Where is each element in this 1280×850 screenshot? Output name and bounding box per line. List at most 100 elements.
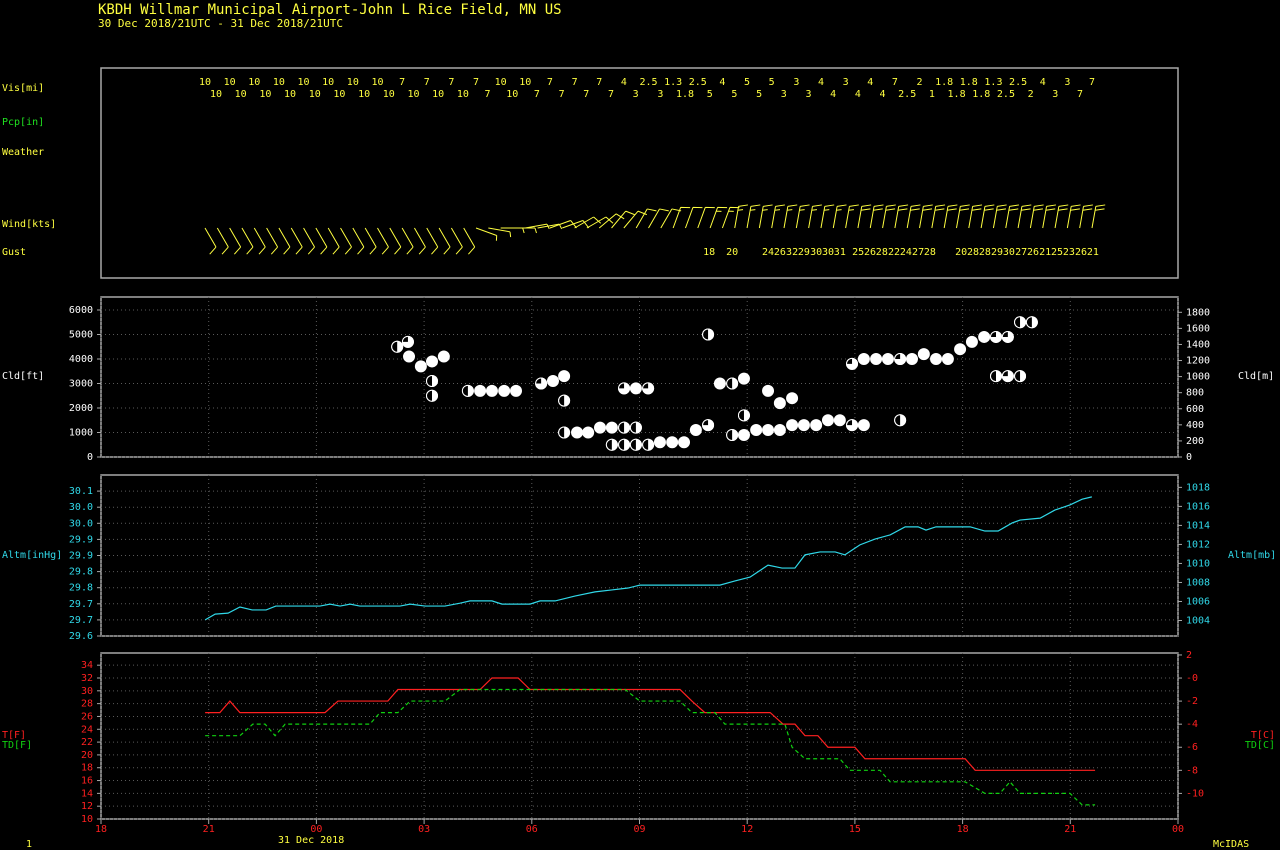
- cloud-circle: [978, 330, 991, 343]
- y-tick-label: 1014: [1186, 520, 1210, 531]
- wind-barb: [1066, 204, 1081, 229]
- cloud-clear-part: [606, 439, 612, 451]
- gust-value: 28: [876, 247, 888, 258]
- y-tick-label: 1008: [1186, 577, 1210, 588]
- visibility-value: 10: [273, 77, 285, 88]
- visibility-value: 10: [506, 89, 518, 100]
- x-tick-label: 03: [418, 824, 430, 835]
- y-tick-label: 29.8: [69, 567, 93, 578]
- cloud-outline: [605, 438, 618, 451]
- wind-barb: [684, 206, 703, 229]
- wind-barb: [955, 204, 970, 229]
- cloud-clear-part: [558, 395, 565, 407]
- cloud-marker: [1001, 370, 1014, 383]
- wind-barb: [1029, 204, 1044, 229]
- wind-barb: [931, 204, 946, 229]
- legend-label-right: TD[C]: [1245, 740, 1275, 751]
- cloud-marker: [857, 352, 870, 365]
- cloud-outline: [1001, 330, 1014, 343]
- gust-value: 28: [979, 247, 991, 258]
- cloud-clear-part: [1002, 370, 1008, 377]
- cloud-circle: [546, 375, 559, 388]
- cloud-marker: [941, 352, 954, 365]
- cloud-marker: [786, 419, 799, 432]
- y-tick-label: -8: [1186, 765, 1198, 776]
- cloud-circle: [786, 419, 799, 432]
- wind-barb: [1005, 204, 1020, 229]
- cloud-circle: [750, 424, 763, 437]
- cloud-clear-part: [630, 422, 636, 434]
- y-tick-label: 32: [81, 673, 93, 684]
- cloud-circle: [498, 384, 511, 397]
- wind-barb: [241, 227, 254, 255]
- y-tick-label: 1800: [1186, 307, 1210, 318]
- gust-value: 29: [798, 247, 810, 258]
- y-tick-label: 12: [81, 801, 93, 812]
- legend-label: T[F]: [2, 730, 26, 741]
- row-label: Pcp[in]: [2, 117, 44, 128]
- cloud-circle: [689, 424, 702, 437]
- visibility-value: 10: [248, 77, 260, 88]
- cloud-outline: [642, 382, 655, 395]
- wind-barb: [832, 204, 847, 229]
- cloud-marker: [846, 357, 859, 370]
- cloud-circle: [425, 355, 438, 368]
- visibility-value: 10: [333, 89, 345, 100]
- visibility-value: 7: [448, 77, 454, 88]
- gust-value: 22: [888, 247, 900, 258]
- visibility-value: 2: [917, 77, 923, 88]
- visibility-value: 1.3: [664, 77, 682, 88]
- cloud-marker: [618, 421, 631, 434]
- cloud-marker: [797, 419, 810, 432]
- wind-barb: [438, 227, 451, 255]
- cloud-circle: [414, 360, 427, 373]
- gust-value: 32: [786, 247, 798, 258]
- visibility-value: 7: [892, 77, 898, 88]
- cloud-outline: [1014, 316, 1027, 329]
- y-tick-label: 200: [1186, 436, 1204, 447]
- wind-barb: [586, 216, 614, 229]
- cloud-circle: [857, 352, 870, 365]
- gust-value: 28: [967, 247, 979, 258]
- cloud-circle: [713, 377, 726, 390]
- visibility-value: 7: [1077, 89, 1083, 100]
- cloud-marker: [618, 382, 631, 395]
- cloud-marker: [737, 409, 750, 422]
- x-tick-label: 06: [526, 824, 538, 835]
- cloud-outline: [642, 438, 655, 451]
- visibility-value: 1.3: [984, 77, 1002, 88]
- visibility-value: 10: [457, 89, 469, 100]
- visibility-value: 10: [383, 89, 395, 100]
- gust-value: 30: [810, 247, 822, 258]
- wind-barb: [413, 227, 426, 255]
- cloud-circle: [821, 414, 834, 427]
- wind-barb: [266, 227, 279, 255]
- y-tick-label: 30.1: [69, 486, 93, 497]
- wind-barb: [820, 204, 835, 229]
- y-tick-label: -10: [1186, 788, 1204, 799]
- cloud-outline: [425, 389, 438, 402]
- visibility-value: 10: [298, 77, 310, 88]
- cloud-clear-part: [1014, 370, 1021, 382]
- visibility-value: 7: [485, 89, 491, 100]
- cloud-circle: [485, 384, 498, 397]
- wind-barb: [204, 227, 217, 255]
- visibility-value: 10: [358, 89, 370, 100]
- y-tick-label: 30.0: [69, 518, 93, 529]
- cloud-clear-part: [391, 341, 398, 353]
- cloud-clear-part: [738, 409, 744, 421]
- y-tick-label: 1012: [1186, 539, 1210, 550]
- visibility-value: 1: [929, 89, 935, 100]
- cloud-marker: [629, 382, 642, 395]
- cloud-outline: [726, 377, 739, 390]
- wind-barb: [758, 204, 773, 229]
- cloud-outline: [894, 414, 907, 427]
- cloud-marker: [894, 414, 907, 427]
- cloud-marker: [678, 436, 691, 449]
- cloud-marker: [1025, 316, 1038, 329]
- cloud-outline: [894, 352, 907, 365]
- visibility-value: 7: [1089, 77, 1095, 88]
- cloud-clear-part: [630, 439, 636, 451]
- wind-barb: [450, 227, 463, 255]
- cloud-outline: [391, 340, 404, 353]
